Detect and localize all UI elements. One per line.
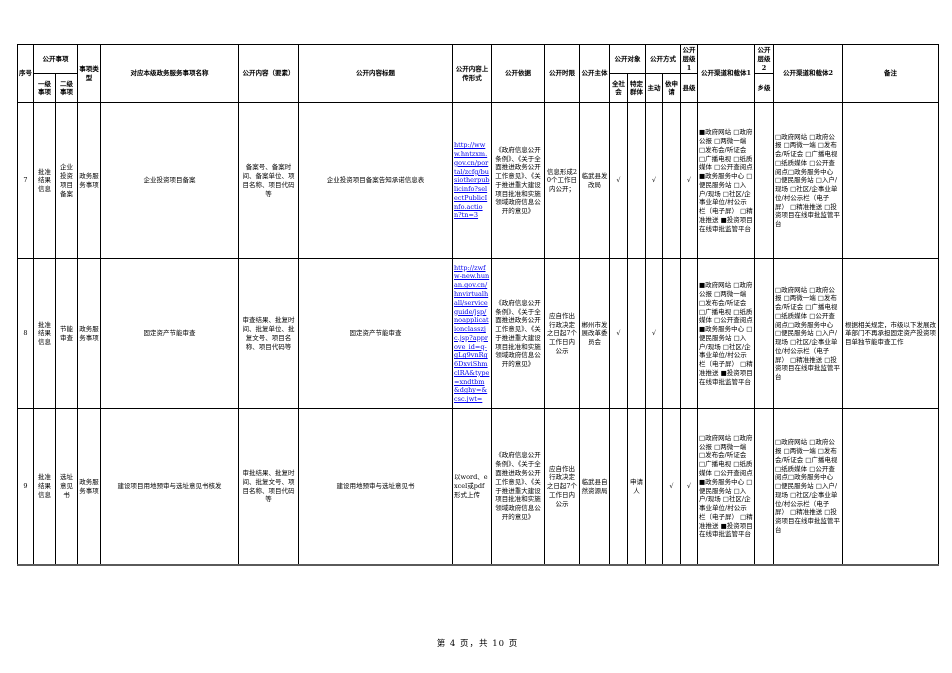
- col-item-type: 事项类型: [77, 43, 101, 104]
- col-item-group: 公开事项: [33, 43, 78, 75]
- cell-audience-all: √: [609, 258, 628, 410]
- col-audience-all: 全社会: [609, 73, 628, 104]
- col-upload-form: 公开内容上传形式: [452, 43, 492, 104]
- col-subject: 公开主体: [579, 43, 610, 104]
- cell-remark: 根据相关规定，市级以下发展改革部门不再承担固定资产投资项目单独节能审查工作: [842, 258, 939, 410]
- header-row-2: 一级事项 二级事项 全社会 特定群体 主动 依申请 县级 乡级: [18, 73, 939, 104]
- cell-method-active: [645, 408, 663, 566]
- cell-level2-town: [754, 102, 774, 260]
- cell-item-l1: 批准结果信息: [33, 258, 56, 410]
- cell-seq: 7: [17, 102, 34, 260]
- cell-item-l1: 批准结果信息: [33, 408, 56, 566]
- col-audience-group: 公开对象: [609, 43, 646, 75]
- cell-item-l2: 企业投资项目备案: [55, 102, 78, 260]
- cell-content-elements: 审批结果、批复时间、批复文号、项目名称、项目代码等: [238, 408, 299, 566]
- header-row-1: 序号 公开事项 事项类型 对应本级政务服务事项名称 公开内容（要素） 公开内容标…: [17, 43, 939, 104]
- cell-item-type: 政务服务事项: [77, 102, 101, 260]
- cell-subject: 郴州市发展改革委员会: [579, 258, 610, 410]
- cell-upload-form: 以word、excel或pdf形式上传: [452, 408, 492, 566]
- cell-audience-all: [609, 408, 628, 566]
- cell-service-name: 建设项目用地预审与选址意见书核发: [100, 408, 239, 566]
- cell-subject: 临武县自然资源局: [579, 408, 610, 566]
- cell-item-l2: 节能审查: [55, 258, 78, 410]
- col-channel1: 公开渠道和载体1: [697, 43, 755, 104]
- cell-item-type: 政务服务事项: [77, 408, 101, 566]
- col-seq: 序号: [17, 43, 34, 104]
- cell-audience-all: √: [609, 102, 628, 260]
- cell-content-elements: 备案号、备案时间、备案单位、项目名称、项目代码等: [238, 102, 299, 260]
- cell-audience-specific: 申请人: [627, 408, 646, 566]
- cell-channels-1: □政府网站 □政府公报 □两微一端 □发布会/听证会 □广播电视 □纸质媒体 □…: [697, 408, 755, 566]
- cell-level1-county: √: [680, 102, 698, 260]
- cell-method-request: √: [662, 408, 681, 566]
- cell-audience-specific: [627, 258, 646, 410]
- table-row: 9 批准结果信息 选址意见书 政务服务事项 建设项目用地预审与选址意见书核发 审…: [17, 408, 939, 566]
- col-time-limit: 公开时限: [544, 43, 580, 104]
- cell-service-name: 固定资产节能审查: [100, 258, 239, 410]
- col-content-title: 公开内容标题: [298, 43, 453, 104]
- cell-remark: [842, 102, 939, 260]
- cell-level1-county: √: [680, 408, 698, 566]
- cell-item-l1: 批准结果信息: [33, 102, 56, 260]
- cell-service-name: 企业投资项目备案: [100, 102, 239, 260]
- disclosure-table: 序号 公开事项 事项类型 对应本级政务服务事项名称 公开内容（要素） 公开内容标…: [17, 43, 939, 566]
- col-level1-county: 县级: [680, 73, 698, 104]
- upload-link[interactable]: http://www.hntzxm.gov.cn/portal/zcfg/bus…: [454, 141, 490, 220]
- cell-audience-specific: [627, 102, 646, 260]
- cell-channels-1: ■政府网站 □政府公报 □两微一端 □发布会/听证会 □广播电视 □纸质媒体 □…: [697, 258, 755, 410]
- cell-time-limit: 应自作出行政决定之日起7个工作日内公示: [544, 408, 580, 566]
- cell-method-active: √: [645, 102, 663, 260]
- col-basis: 公开依据: [491, 43, 545, 104]
- cell-method-active: √: [645, 258, 663, 410]
- cell-method-request: [662, 102, 681, 260]
- col-method-group: 公开方式: [645, 43, 681, 75]
- cell-item-type: 政务服务事项: [77, 258, 101, 410]
- cell-content-title: 固定资产节能审查: [298, 258, 453, 410]
- col-channel2: 公开渠道和载体2: [773, 43, 843, 104]
- col-level2-group: 公开层级2: [754, 43, 774, 75]
- upload-form-text: 以word、excel或pdf形式上传: [454, 473, 488, 499]
- col-level1-group: 公开层级1: [680, 43, 698, 75]
- cell-upload-form: http://zwfw-new.hunan.gov.cn/hnvirtualha…: [452, 258, 492, 410]
- table-row: 8 批准结果信息 节能审查 政务服务事项 固定资产节能审查 审查结果、批复时间、…: [17, 258, 939, 410]
- cell-content-title: 建设用地预审与选址意见书: [298, 408, 453, 566]
- cell-level2-town: [754, 258, 774, 410]
- cell-basis: 《政府信息公开条例》、《关于全面推进政务公开工作意见》、《关于推进重大建设项目批…: [491, 258, 545, 410]
- cell-upload-form: http://www.hntzxm.gov.cn/portal/zcfg/bus…: [452, 102, 492, 260]
- cell-subject: 临武县发改局: [579, 102, 610, 260]
- page-footer: 第 4 页，共 10 页: [436, 639, 519, 649]
- cell-channels-1: ■政府网站 □政府公报 □两微一端 □发布会/听证会 □广播电视 □纸质媒体 □…: [697, 102, 755, 260]
- col-method-request: 依申请: [662, 73, 681, 104]
- cell-channels-2: □政府网站 □政府公报 □两微一端 □发布会/听证会 □广播电视 □纸质媒体 □…: [773, 102, 843, 260]
- col-remark: 备注: [842, 43, 939, 104]
- cell-time-limit: 信息形成20个工作日内公开；: [544, 102, 580, 260]
- col-item-l2: 二级事项: [55, 73, 78, 104]
- cell-channels-2: □政府网站 □政府公报 □两微一端 □发布会/听证会 □广播电视 □纸质媒体 □…: [773, 258, 843, 410]
- cell-seq: 9: [17, 408, 34, 566]
- upload-link[interactable]: http://zwfw-new.hunan.gov.cn/hnvirtualha…: [454, 263, 490, 404]
- cell-basis: 《政府信息公开条例》、《关于全面推进政务公开工作意见》、《关于推进重大建设项目批…: [491, 408, 545, 566]
- col-content-elements: 公开内容（要素）: [238, 43, 299, 104]
- cell-level1-county: [680, 258, 698, 410]
- cell-basis: 《政府信息公开条例》、《关于全面推进政务公开工作意见》、《关于推进重大建设项目批…: [491, 102, 545, 260]
- cell-item-l2: 选址意见书: [55, 408, 78, 566]
- col-item-l1: 一级事项: [33, 73, 56, 104]
- col-audience-specific: 特定群体: [627, 73, 646, 104]
- cell-level2-town: [754, 408, 774, 566]
- cell-content-title: 企业投资项目备案告知承诺信息表: [298, 102, 453, 260]
- cell-remark: [842, 408, 939, 566]
- col-level2-town: 乡级: [754, 73, 774, 104]
- table-row: 7 批准结果信息 企业投资项目备案 政务服务事项 企业投资项目备案 备案号、备案…: [17, 102, 939, 260]
- cell-content-elements: 审查结果、批复时间、批复单位、批复文号、项目名称、项目代码等: [238, 258, 299, 410]
- col-service-name: 对应本级政务服务事项名称: [100, 43, 239, 104]
- cell-seq: 8: [17, 258, 34, 410]
- cell-time-limit: 应自作出行政决定之日起7个工作日内公示: [544, 258, 580, 410]
- col-method-active: 主动: [645, 73, 663, 104]
- cell-method-request: [662, 258, 681, 410]
- cell-channels-2: □政府网站 □政府公报 □两微一端 □发布会/听证会 □广播电视 □纸质媒体 □…: [773, 408, 843, 566]
